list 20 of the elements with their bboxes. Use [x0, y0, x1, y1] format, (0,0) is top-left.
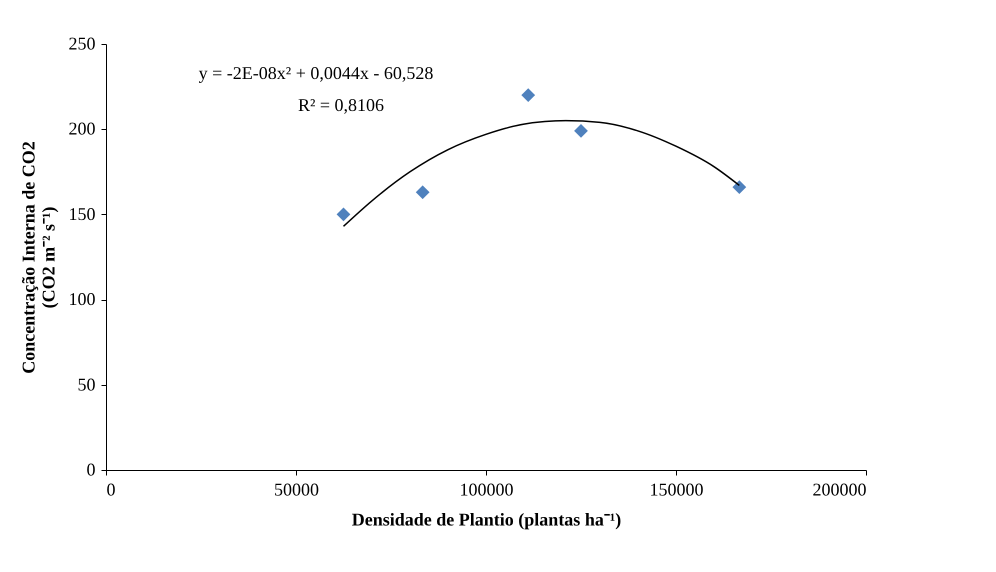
y-tick-label: 200	[68, 118, 96, 139]
y-tick-label: 100	[68, 289, 96, 310]
x-tick-label: 50000	[274, 480, 319, 500]
x-tick-label: 200000	[812, 480, 866, 500]
annotation: R² = 0,8106	[298, 95, 384, 115]
point	[574, 124, 588, 138]
point	[732, 180, 746, 194]
x-axis-title: Densidade de Plantio (plantas ha⁻¹)	[352, 510, 622, 530]
annotation: y = -2E-08x² + 0,0044x - 60,528	[198, 63, 434, 83]
x-tick-label: 0	[106, 480, 116, 500]
point	[336, 208, 350, 222]
y-tick-label: 50	[78, 374, 96, 394]
y-axis-title: Concentração Interna de CO2 (CO2 m⁻² s⁻¹)	[18, 141, 58, 374]
y-tick-label: 150	[68, 204, 96, 224]
x-tick-label: 150000	[650, 480, 704, 500]
x-tick-label: 100000	[460, 480, 514, 500]
point	[521, 88, 536, 102]
point	[416, 185, 430, 200]
y-tick-label: 0	[86, 460, 96, 480]
y-tick-label: 250	[68, 34, 96, 54]
